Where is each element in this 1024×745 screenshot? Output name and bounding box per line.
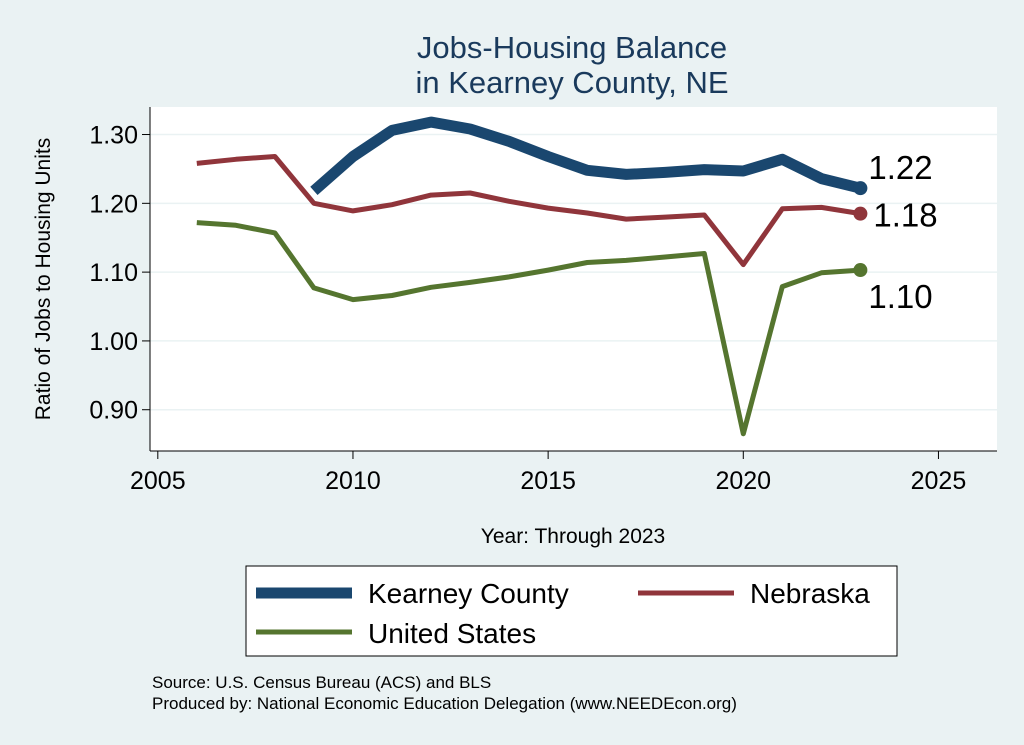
legend-label-kearney: Kearney County xyxy=(368,578,569,609)
y-axis-label: Ratio of Jobs to Housing Units xyxy=(32,138,55,420)
series-layer xyxy=(196,116,862,437)
x-tick-label: 2020 xyxy=(715,467,771,495)
series-line-nebraska xyxy=(196,154,861,268)
end-marker-kearney-county xyxy=(853,181,868,196)
y-tick-label: 0.90 xyxy=(89,397,138,425)
end-label-nebraska: 1.18 xyxy=(873,197,937,234)
axes: 0.90 1.00 1.10 1.20 1.30 2005 2010 2015 2020 2025 xyxy=(89,107,997,495)
y-tick-label: 1.30 xyxy=(89,122,138,150)
end-label-kearney-county: 1.22 xyxy=(868,149,932,186)
legend-label-nebraska: Nebraska xyxy=(750,578,870,609)
end-marker-nebraska xyxy=(853,206,868,221)
legend-label-us: United States xyxy=(368,618,536,649)
chart-title-line-1: Jobs-Housing Balance xyxy=(417,30,727,65)
end-markers: 1.22 1.18 1.10 xyxy=(853,149,938,315)
y-tick-label: 1.10 xyxy=(89,259,138,287)
end-label-united-states: 1.10 xyxy=(868,278,932,315)
x-tick-label: 2010 xyxy=(325,467,381,495)
x-tick-label: 2015 xyxy=(520,467,576,495)
x-tick-label: 2005 xyxy=(130,467,186,495)
end-marker-united-states xyxy=(853,263,868,278)
x-axis-label: Year: Through 2023 xyxy=(481,525,666,548)
x-tick-label: 2025 xyxy=(911,467,967,495)
y-tick-label: 1.20 xyxy=(89,190,138,218)
source-note-line-2: Produced by: National Economic Education… xyxy=(152,694,737,713)
series-line-united-states xyxy=(196,220,861,437)
series-line-kearney-county xyxy=(310,116,862,196)
y-tick-label: 1.00 xyxy=(89,328,138,356)
source-note-line-1: Source: U.S. Census Bureau (ACS) and BLS xyxy=(152,673,491,692)
legend-box xyxy=(245,565,898,657)
chart-title-line-2: in Kearney County, NE xyxy=(415,65,728,100)
